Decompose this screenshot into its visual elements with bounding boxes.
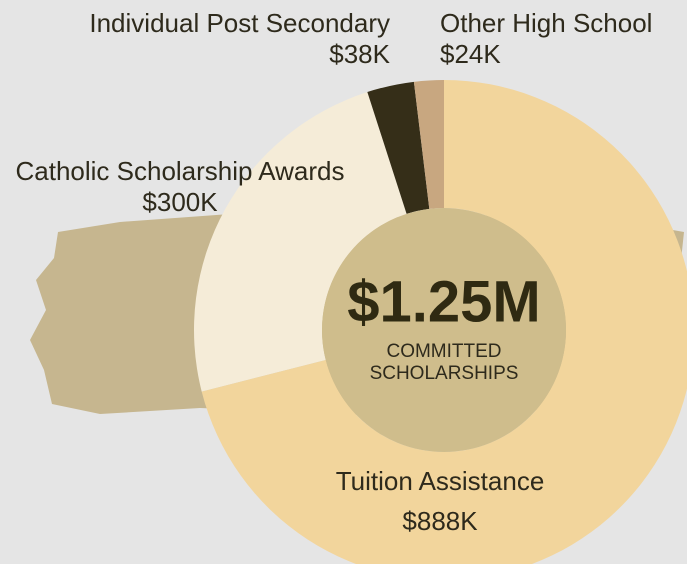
slice-label: Other High School	[440, 8, 652, 38]
donut-slice	[201, 80, 687, 564]
slice-value-label: $24K	[440, 39, 501, 69]
donut-hole	[322, 208, 566, 452]
donut-slice	[413, 80, 444, 209]
donut-slice	[194, 92, 407, 392]
slice-label: Catholic Scholarship Awards	[15, 156, 344, 186]
donut-slice	[367, 81, 430, 214]
center-value: $1.25M	[347, 269, 540, 334]
center-label: SCHOLARSHIPS	[370, 363, 519, 384]
slice-label: Tuition Assistance	[336, 466, 545, 496]
donut	[194, 80, 687, 564]
slice-label: Individual Post Secondary	[89, 8, 390, 38]
slice-value-label: $38K	[329, 39, 390, 69]
center-label: COMMITTED	[386, 341, 501, 362]
slice-value-label: $300K	[142, 187, 218, 217]
slice-value-label: $888K	[402, 506, 478, 536]
